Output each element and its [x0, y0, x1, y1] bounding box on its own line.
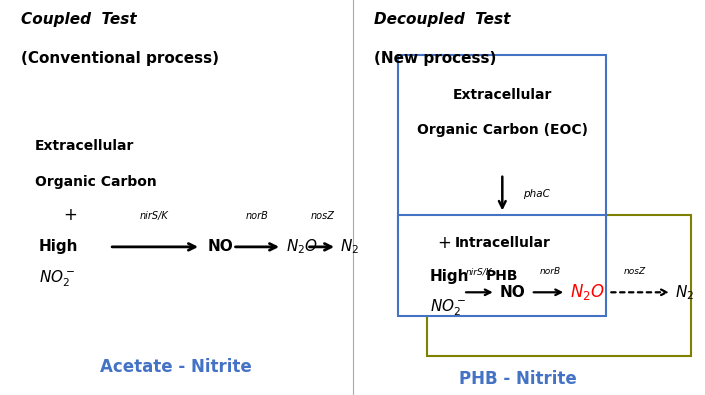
- Text: nosZ: nosZ: [623, 267, 646, 276]
- Text: $N_2O$: $N_2O$: [286, 237, 317, 256]
- Text: nirS/K: nirS/K: [466, 267, 493, 276]
- Text: NO: NO: [208, 239, 234, 254]
- Bar: [398, 55, 606, 237]
- Text: Extracellular: Extracellular: [35, 139, 135, 153]
- Text: NO: NO: [499, 285, 525, 300]
- Text: $NO_2^-$: $NO_2^-$: [39, 268, 75, 289]
- Text: Coupled  Test: Coupled Test: [21, 12, 137, 27]
- Text: +: +: [63, 206, 78, 224]
- Text: $NO_2^-$: $NO_2^-$: [430, 298, 467, 318]
- Text: Acetate - Nitrite: Acetate - Nitrite: [100, 358, 252, 376]
- Text: nirS/K: nirS/K: [140, 211, 168, 221]
- Text: $N_2O$: $N_2O$: [570, 282, 604, 302]
- Text: Extracellular: Extracellular: [453, 88, 552, 102]
- Text: High: High: [39, 239, 78, 254]
- Text: (New process): (New process): [374, 51, 496, 66]
- Text: nosZ: nosZ: [311, 211, 335, 221]
- Text: Organic Carbon (EOC): Organic Carbon (EOC): [417, 123, 588, 137]
- Text: phaC: phaC: [523, 188, 551, 199]
- Text: norB: norB: [246, 211, 269, 221]
- Text: Intracellular: Intracellular: [455, 236, 550, 250]
- Text: $N_2$: $N_2$: [675, 283, 694, 302]
- Text: +: +: [437, 234, 451, 252]
- Text: High: High: [430, 269, 470, 284]
- Bar: [427, 215, 691, 356]
- Text: norB: norB: [539, 267, 560, 276]
- Text: PHB: PHB: [486, 269, 519, 284]
- Bar: [398, 215, 606, 316]
- Text: PHB - Nitrite: PHB - Nitrite: [459, 370, 577, 388]
- Text: Organic Carbon: Organic Carbon: [35, 175, 157, 189]
- Text: $N_2$: $N_2$: [340, 237, 359, 256]
- Text: (Conventional process): (Conventional process): [21, 51, 219, 66]
- Text: Decoupled  Test: Decoupled Test: [374, 12, 510, 27]
